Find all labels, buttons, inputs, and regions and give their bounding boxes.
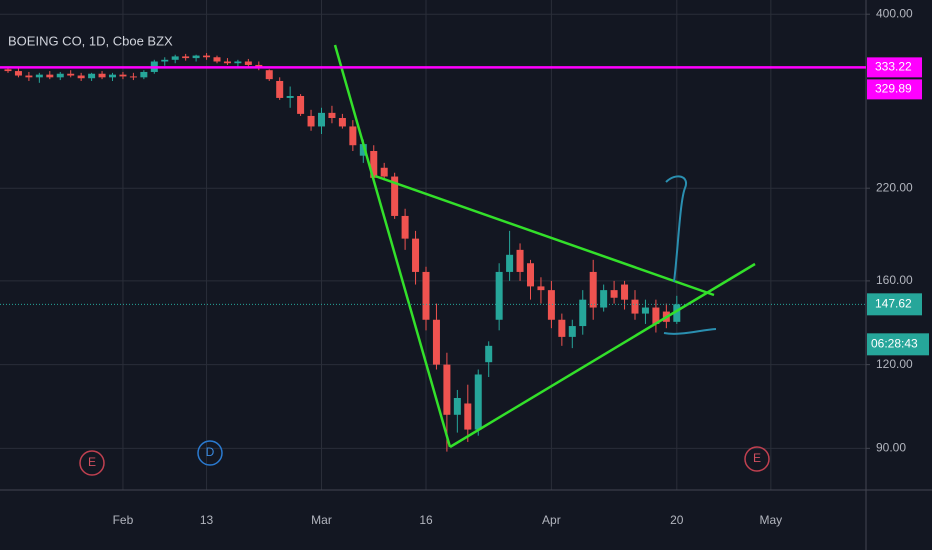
trendline bbox=[333, 44, 452, 448]
candle-body bbox=[276, 80, 284, 98]
candle-body bbox=[537, 286, 545, 291]
freehand-drawing bbox=[665, 175, 688, 283]
chart-title: BOEING CO, 1D, Cboe BZX bbox=[8, 33, 173, 48]
trendline bbox=[374, 174, 715, 297]
candle-body bbox=[652, 307, 660, 324]
candle-body bbox=[223, 61, 231, 64]
candle-body bbox=[4, 69, 12, 72]
candle-body bbox=[328, 112, 336, 119]
axes: 400.00 220.00 160.00 120.00 90.00 Feb 13 Mar 16 A… bbox=[113, 6, 913, 527]
candle-body bbox=[401, 215, 409, 239]
candle-body bbox=[25, 75, 33, 78]
candle-body bbox=[192, 55, 200, 59]
x-tick-label: Feb bbox=[113, 513, 134, 527]
candle-body bbox=[527, 263, 534, 287]
countdown-label: 06:28:43 bbox=[871, 337, 918, 351]
candles bbox=[4, 53, 681, 452]
x-tick-label: Apr bbox=[542, 513, 561, 527]
candle-body bbox=[432, 319, 440, 365]
candle-body bbox=[370, 150, 378, 178]
candle-body bbox=[67, 73, 75, 76]
candle-body bbox=[56, 73, 64, 78]
trendline bbox=[449, 262, 756, 449]
candle-body bbox=[474, 374, 482, 430]
candle-body bbox=[610, 290, 618, 298]
candle-body bbox=[673, 304, 681, 322]
price-tag-label: 147.62 bbox=[875, 297, 912, 311]
candle-body bbox=[161, 59, 169, 62]
candle-body bbox=[338, 118, 346, 127]
candle-body bbox=[641, 307, 649, 314]
event-label: E bbox=[88, 455, 96, 469]
freehand-drawing bbox=[663, 328, 717, 335]
candle-body bbox=[443, 364, 451, 415]
y-tick-label: 90.00 bbox=[876, 441, 906, 455]
candle-body bbox=[265, 70, 273, 80]
price-tag bbox=[867, 79, 922, 100]
candle-body bbox=[129, 76, 137, 78]
price-tag-label: 333.22 bbox=[875, 60, 912, 74]
candle-body bbox=[464, 403, 472, 430]
y-tick-label: 160.00 bbox=[876, 273, 913, 287]
candle-body bbox=[631, 299, 639, 314]
candle-body bbox=[213, 57, 221, 62]
y-tick-label: 400.00 bbox=[876, 6, 913, 20]
candle-body bbox=[453, 397, 461, 415]
candle-body bbox=[422, 271, 430, 320]
candle-body bbox=[171, 56, 179, 60]
candle-body bbox=[391, 176, 399, 216]
candle-body bbox=[579, 299, 587, 327]
price-tag bbox=[867, 293, 922, 316]
candle-body bbox=[506, 254, 514, 272]
candle-body bbox=[297, 95, 305, 114]
event-marker[interactable]: D bbox=[197, 440, 223, 466]
countdown-tag bbox=[867, 333, 929, 356]
candle-body bbox=[46, 74, 54, 78]
event-marker[interactable]: E bbox=[744, 446, 770, 472]
y-tick-label: 120.00 bbox=[876, 357, 913, 371]
x-tick-label: 13 bbox=[200, 513, 214, 527]
y-tick-label: 220.00 bbox=[876, 180, 913, 194]
candle-body bbox=[349, 126, 357, 146]
candle-body bbox=[88, 73, 96, 79]
candle-body bbox=[589, 271, 597, 308]
candle-body bbox=[98, 73, 106, 78]
candle-body bbox=[182, 56, 190, 59]
candle-body bbox=[359, 144, 367, 156]
candle-body bbox=[547, 290, 555, 320]
price-tag bbox=[867, 57, 922, 78]
candle-body bbox=[485, 345, 493, 363]
candle-body bbox=[558, 319, 566, 337]
candle-body bbox=[516, 249, 524, 272]
candle-body bbox=[109, 74, 116, 78]
grid bbox=[0, 0, 866, 490]
x-tick-label: Mar bbox=[311, 513, 332, 527]
candle-body bbox=[568, 326, 576, 337]
candle-body bbox=[318, 112, 325, 127]
candle-body bbox=[203, 55, 211, 58]
x-tick-label: 20 bbox=[670, 513, 684, 527]
candle-body bbox=[495, 271, 503, 320]
candle-body bbox=[286, 95, 294, 98]
candle-body bbox=[412, 238, 420, 272]
x-tick-label: 16 bbox=[419, 513, 433, 527]
candle-body bbox=[621, 284, 629, 300]
candle-body bbox=[77, 75, 85, 79]
candle-body bbox=[119, 74, 127, 77]
candle-body bbox=[140, 71, 148, 78]
candle-body bbox=[14, 71, 22, 76]
event-label: E bbox=[753, 451, 761, 465]
candle-body bbox=[600, 290, 608, 308]
event-marker[interactable]: E bbox=[79, 450, 105, 476]
x-tick-label: May bbox=[760, 513, 783, 527]
candle-body bbox=[244, 61, 252, 65]
candle-body bbox=[35, 74, 43, 78]
candle-body bbox=[380, 167, 388, 177]
candle-body bbox=[234, 61, 242, 64]
candle-body bbox=[307, 115, 315, 127]
event-label: D bbox=[206, 445, 215, 459]
price-tag-label: 329.89 bbox=[875, 82, 912, 96]
